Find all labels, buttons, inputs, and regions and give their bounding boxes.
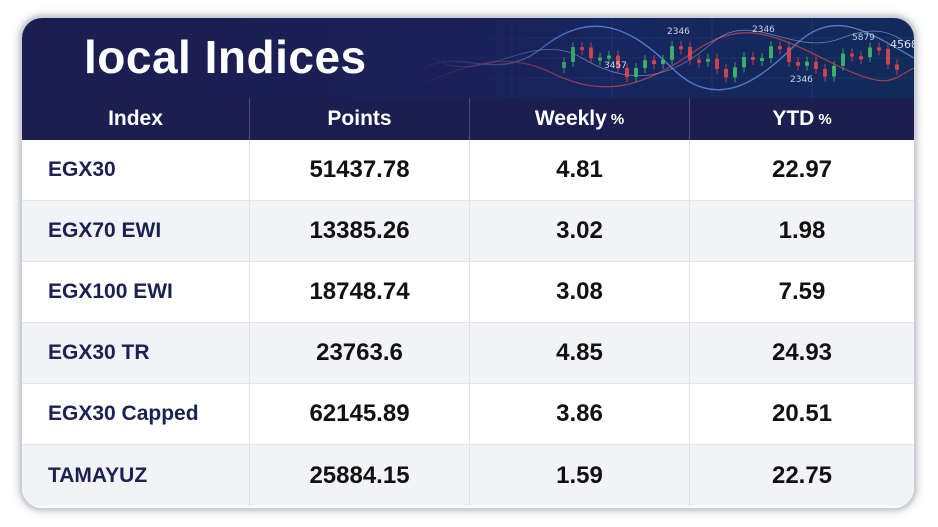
- column-header-label: YTD: [772, 107, 815, 130]
- table-row: EGX30 TR 23763.6 4.85 24.93: [22, 323, 914, 384]
- column-header-label: Points: [327, 107, 392, 130]
- table-row: EGX100 EWI 18748.74 3.08 7.59: [22, 262, 914, 323]
- index-name-cell: EGX100 EWI: [22, 262, 250, 322]
- table-header: Index Points Weekly % YTD %: [22, 98, 914, 140]
- ytd-cell: 24.93: [771, 339, 833, 366]
- stock-chart-decoration: 2346 5879 4568 2346 3457 2346: [412, 18, 914, 98]
- local-indices-card: 2346 5879 4568 2346 3457 2346 local Indi…: [22, 18, 914, 508]
- percent-suffix: %: [818, 110, 832, 128]
- column-header-index: Index: [22, 98, 250, 140]
- table-row: EGX30 Capped 62145.89 3.86 20.51: [22, 384, 914, 445]
- table-row: EGX30 51437.78 4.81 22.97: [22, 140, 914, 201]
- column-header-label: Index: [108, 107, 163, 130]
- table-body: EGX30 51437.78 4.81 22.97 EGX70 EWI 1338…: [22, 140, 914, 506]
- weekly-cell: 3.08: [470, 262, 690, 322]
- points-cell: 18748.74: [250, 262, 470, 322]
- ytd-cell: 7.59: [778, 278, 826, 305]
- points-cell: 25884.15: [250, 445, 470, 506]
- index-name-cell: EGX70 EWI: [22, 201, 250, 261]
- banner: 2346 5879 4568 2346 3457 2346 local Indi…: [22, 18, 914, 98]
- column-header-points: Points: [250, 98, 470, 140]
- ytd-cell: 1.98: [778, 217, 826, 244]
- weekly-cell: 3.02: [470, 201, 690, 261]
- weekly-cell: 4.85: [470, 323, 690, 383]
- page-title: local Indices: [84, 31, 367, 83]
- ytd-cell: 22.97: [771, 156, 833, 183]
- points-cell: 23763.6: [250, 323, 470, 383]
- table-row: TAMAYUZ 25884.15 1.59 22.75: [22, 445, 914, 506]
- column-header-label: Weekly: [534, 107, 607, 130]
- points-cell: 51437.78: [250, 140, 470, 200]
- weekly-cell: 3.86: [470, 384, 690, 444]
- index-name-cell: EGX30 TR: [22, 323, 250, 383]
- percent-suffix: %: [610, 110, 625, 128]
- ytd-cell: 20.51: [771, 400, 833, 427]
- index-name-cell: EGX30: [22, 140, 250, 200]
- weekly-cell: 1.59: [470, 445, 690, 506]
- points-cell: 13385.26: [250, 201, 470, 261]
- table-row: EGX70 EWI 13385.26 3.02 1.98: [22, 201, 914, 262]
- weekly-cell: 4.81: [470, 140, 690, 200]
- ytd-cell: 22.75: [771, 461, 833, 489]
- index-name-cell: EGX30 Capped: [22, 384, 250, 444]
- column-header-weekly: Weekly %: [470, 98, 690, 140]
- index-name-cell: TAMAYUZ: [22, 445, 250, 506]
- points-cell: 62145.89: [250, 384, 470, 444]
- column-header-ytd: YTD %: [690, 98, 914, 140]
